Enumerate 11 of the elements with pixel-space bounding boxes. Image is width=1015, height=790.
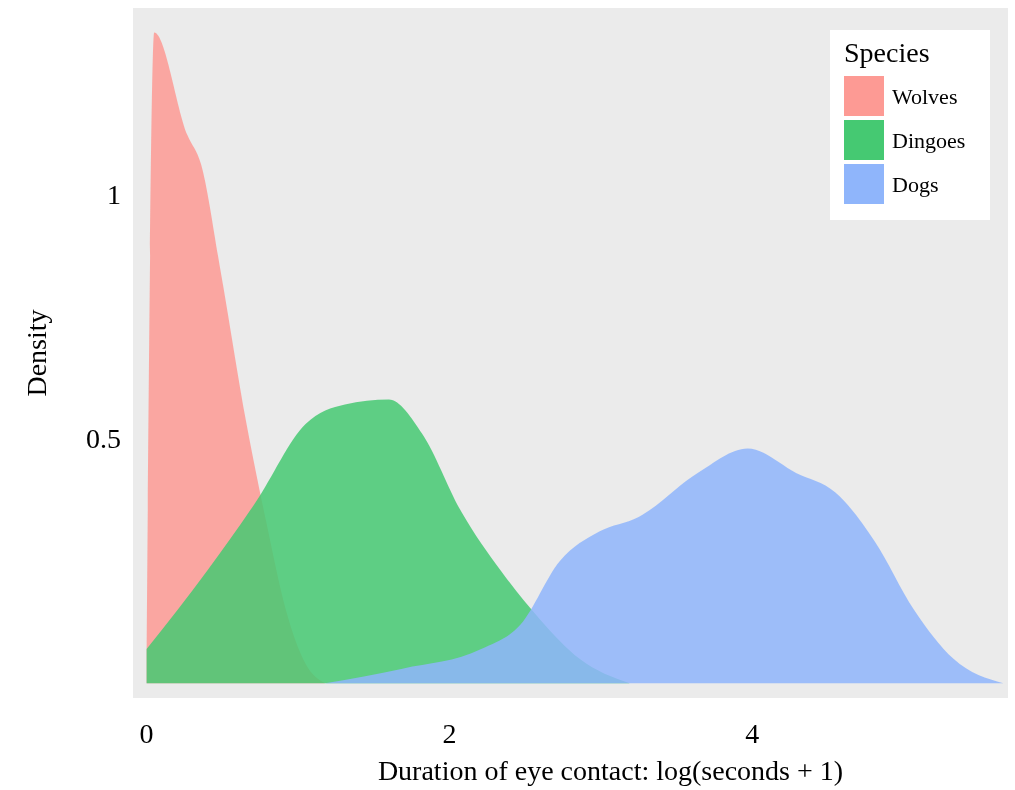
y-tick-label: 1 (107, 178, 121, 210)
x-tick-label: 0 (139, 718, 154, 749)
legend-label: Wolves (892, 83, 958, 109)
y-axis-title: Density (21, 309, 52, 397)
legend-label: Dogs (892, 171, 939, 197)
y-tick-label: 0.5 (86, 423, 121, 455)
x-tick-label: 4 (745, 718, 760, 749)
legend-label: Dingoes (892, 127, 966, 153)
legend-title: Species (844, 37, 930, 68)
x-axis-title: Duration of eye contact: log(seconds + 1) (377, 755, 844, 786)
x-tick-label: 2 (442, 718, 457, 749)
